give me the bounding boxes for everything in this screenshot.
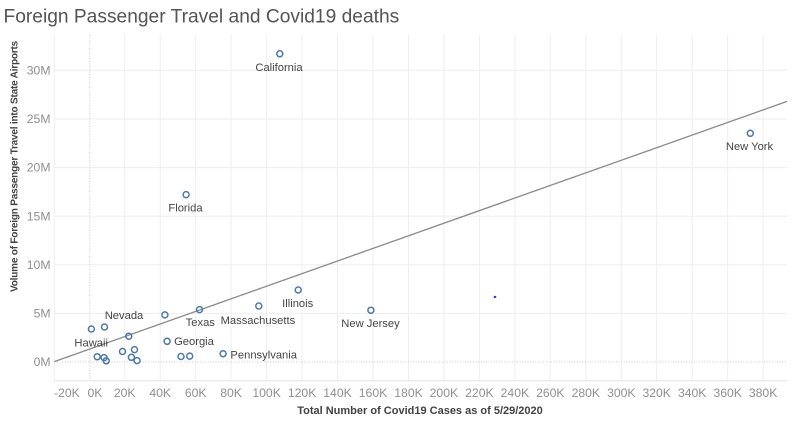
- svg-text:Georgia: Georgia: [174, 336, 215, 348]
- svg-text:140K: 140K: [323, 386, 351, 400]
- svg-text:Illinois: Illinois: [282, 298, 313, 310]
- svg-text:100K: 100K: [252, 386, 280, 400]
- svg-text:280K: 280K: [572, 386, 600, 400]
- svg-text:40K: 40K: [149, 386, 171, 400]
- svg-text:Massachusetts: Massachusetts: [221, 315, 296, 327]
- svg-text:0M: 0M: [34, 355, 51, 369]
- svg-text:200K: 200K: [430, 386, 458, 400]
- svg-text:Foreign Passenger Travel and C: Foreign Passenger Travel and Covid19 dea…: [4, 7, 400, 28]
- svg-text:Texas: Texas: [186, 317, 216, 329]
- svg-text:180K: 180K: [394, 386, 422, 400]
- svg-text:5M: 5M: [34, 307, 51, 321]
- svg-text:Hawaii: Hawaii: [74, 337, 108, 349]
- svg-text:15M: 15M: [27, 209, 51, 223]
- svg-text:240K: 240K: [501, 386, 529, 400]
- svg-text:30M: 30M: [27, 64, 51, 78]
- svg-text:0K: 0K: [87, 386, 102, 400]
- svg-text:220K: 220K: [465, 386, 493, 400]
- svg-text:340K: 340K: [678, 386, 706, 400]
- svg-text:-20K: -20K: [54, 386, 80, 400]
- svg-text:380K: 380K: [749, 386, 777, 400]
- svg-text:Total Number of Covid19 Cases: Total Number of Covid19 Cases as of 5/29…: [297, 405, 543, 417]
- svg-text:New Jersey: New Jersey: [341, 318, 400, 330]
- svg-text:Florida: Florida: [168, 203, 203, 215]
- svg-text:300K: 300K: [607, 386, 635, 400]
- svg-text:160K: 160K: [359, 386, 387, 400]
- svg-text:260K: 260K: [536, 386, 564, 400]
- svg-text:20K: 20K: [114, 386, 136, 400]
- svg-text:Pennsylvania: Pennsylvania: [230, 349, 297, 361]
- svg-text:25M: 25M: [27, 112, 51, 126]
- svg-text:120K: 120K: [288, 386, 316, 400]
- svg-text:Nevada: Nevada: [105, 310, 144, 322]
- svg-text:320K: 320K: [642, 386, 670, 400]
- svg-text:20M: 20M: [27, 161, 51, 175]
- svg-text:60K: 60K: [185, 386, 207, 400]
- svg-text:80K: 80K: [220, 386, 242, 400]
- svg-text:California: California: [255, 62, 303, 74]
- svg-text:New York: New York: [726, 141, 774, 153]
- svg-text:Volume of Foreign Passenger Tr: Volume of Foreign Passenger Travel into …: [10, 40, 21, 292]
- svg-text:360K: 360K: [713, 386, 741, 400]
- svg-text:10M: 10M: [27, 258, 51, 272]
